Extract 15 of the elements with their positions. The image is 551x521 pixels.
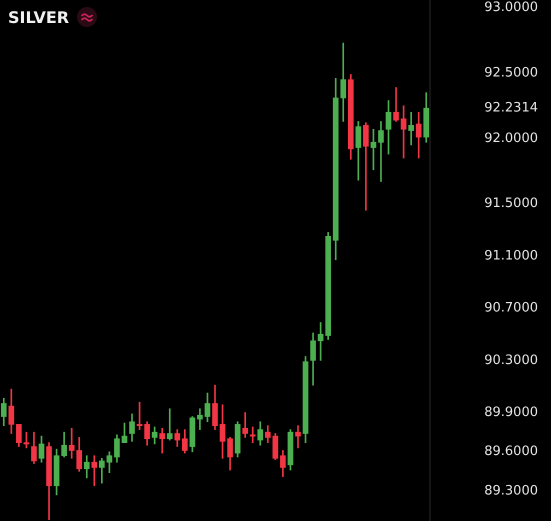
y-tick-label: 89.6000 — [484, 444, 538, 460]
y-tick-label: 92.5000 — [484, 66, 538, 80]
candlestick — [295, 425, 301, 448]
y-tick-label: 91.5000 — [484, 196, 538, 212]
y-tick-label: 90.3000 — [484, 352, 538, 368]
y-tick-label: 92.0000 — [484, 130, 538, 146]
y-tick-label: 89.9000 — [484, 404, 538, 420]
text: SILVER — [8, 8, 70, 26]
y-tick-label: 93.0000 — [484, 0, 538, 16]
y-tick-label: 90.7000 — [484, 300, 538, 316]
y-tick-label: 92.2314 — [484, 100, 538, 116]
y-tick-label: 89.3000 — [484, 483, 538, 498]
y-tick-label: 91.1000 — [484, 248, 538, 264]
candlestick — [393, 87, 399, 122]
candlestick — [136, 402, 142, 430]
